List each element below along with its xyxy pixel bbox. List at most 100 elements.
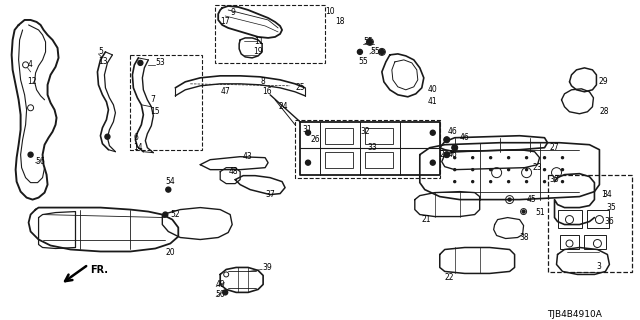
Text: 23: 23 [532, 163, 542, 172]
Text: 12: 12 [28, 77, 37, 86]
Text: 17: 17 [220, 18, 230, 27]
Circle shape [472, 157, 474, 159]
Text: 37: 37 [265, 190, 275, 199]
Circle shape [508, 169, 509, 171]
Text: 49: 49 [215, 280, 225, 289]
Text: 20: 20 [165, 248, 175, 257]
Bar [365, 128, 393, 144]
Circle shape [28, 152, 33, 157]
Text: 54: 54 [165, 177, 175, 186]
Text: 47: 47 [220, 87, 230, 96]
Bar [325, 128, 353, 144]
Circle shape [508, 198, 511, 201]
Text: 30: 30 [550, 175, 559, 184]
Circle shape [454, 157, 456, 159]
Circle shape [508, 157, 509, 159]
Circle shape [525, 157, 527, 159]
Bar [365, 152, 393, 168]
Text: 41: 41 [428, 97, 437, 106]
Text: 16: 16 [262, 87, 272, 96]
Text: 13: 13 [99, 57, 108, 66]
Circle shape [452, 145, 457, 150]
Circle shape [166, 187, 171, 192]
Circle shape [444, 137, 449, 142]
Circle shape [543, 169, 545, 171]
Text: 22: 22 [445, 273, 454, 282]
Text: 3: 3 [596, 262, 602, 271]
Text: 55: 55 [363, 37, 372, 46]
Text: 43: 43 [242, 152, 252, 161]
Bar [559, 235, 579, 250]
Text: 18: 18 [335, 18, 344, 27]
Text: 46: 46 [448, 127, 458, 136]
Bar [584, 235, 607, 250]
Text: 55: 55 [358, 57, 367, 66]
Bar [588, 210, 609, 228]
Bar [325, 152, 353, 168]
Circle shape [305, 160, 310, 165]
Bar [295, 120, 440, 178]
Text: 29: 29 [598, 77, 608, 86]
Text: 33: 33 [368, 143, 378, 152]
Circle shape [522, 210, 525, 213]
Text: 50: 50 [215, 290, 225, 299]
Circle shape [543, 180, 545, 183]
Circle shape [430, 130, 435, 135]
Circle shape [138, 60, 143, 65]
Circle shape [490, 157, 492, 159]
Text: 34: 34 [602, 190, 612, 199]
Text: 36: 36 [604, 217, 614, 226]
Text: 15: 15 [150, 107, 160, 116]
Circle shape [490, 180, 492, 183]
Text: FR.: FR. [90, 266, 108, 276]
Circle shape [561, 180, 563, 183]
Text: 28: 28 [600, 107, 609, 116]
Circle shape [454, 169, 456, 171]
Circle shape [223, 290, 228, 295]
Text: 51: 51 [536, 208, 545, 217]
Text: 10: 10 [325, 7, 335, 16]
Text: 1: 1 [602, 190, 606, 199]
Text: 11: 11 [254, 37, 264, 46]
Text: 40: 40 [428, 85, 438, 94]
Text: 2: 2 [440, 150, 445, 159]
Bar [215, 5, 325, 63]
Text: TJB4B4910A: TJB4B4910A [548, 310, 602, 319]
Bar [131, 55, 202, 150]
Text: 6: 6 [133, 133, 138, 142]
Circle shape [163, 212, 168, 217]
Text: 5: 5 [99, 47, 103, 56]
Text: 53: 53 [156, 58, 165, 68]
Circle shape [561, 169, 563, 171]
Circle shape [444, 152, 449, 157]
Text: 25: 25 [295, 83, 305, 92]
Text: 26: 26 [310, 135, 319, 144]
Text: 19: 19 [253, 47, 263, 56]
Text: 7: 7 [150, 95, 156, 104]
Text: 45: 45 [527, 195, 536, 204]
Text: 14: 14 [133, 143, 143, 152]
Circle shape [561, 157, 563, 159]
Circle shape [367, 39, 372, 44]
Text: 55: 55 [370, 47, 380, 56]
Circle shape [543, 157, 545, 159]
Circle shape [472, 180, 474, 183]
Text: 32: 32 [360, 127, 369, 136]
Circle shape [454, 180, 456, 183]
Circle shape [490, 169, 492, 171]
Circle shape [305, 130, 310, 135]
Bar [548, 175, 632, 272]
Text: 35: 35 [607, 203, 616, 212]
Text: 21: 21 [422, 215, 431, 224]
Text: 24: 24 [278, 102, 288, 111]
Text: 9: 9 [230, 8, 235, 18]
Text: 38: 38 [520, 233, 529, 242]
Text: 46: 46 [448, 150, 458, 159]
Text: 48: 48 [228, 167, 238, 176]
Circle shape [430, 160, 435, 165]
Text: 46: 46 [460, 133, 470, 142]
Text: 8: 8 [260, 77, 265, 86]
Circle shape [380, 49, 385, 54]
Text: 52: 52 [170, 210, 180, 219]
Circle shape [357, 49, 362, 54]
